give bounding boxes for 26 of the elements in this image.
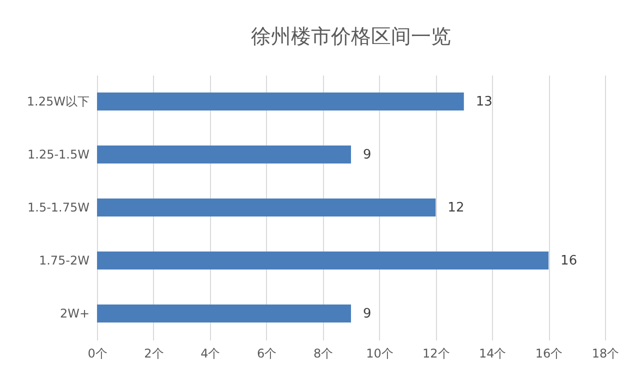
bar — [97, 304, 351, 323]
data-label: 9 — [363, 148, 372, 162]
y-tick-label: 1.25-1.5W — [28, 148, 90, 162]
x-tick-label: 6个 — [257, 346, 277, 360]
y-tick-label: 2W+ — [60, 306, 90, 320]
y-tick-label: 1.75-2W — [38, 254, 90, 268]
x-tick-label: 14个 — [478, 346, 506, 360]
bar — [97, 92, 464, 111]
bar — [97, 251, 549, 270]
x-tick-label: 16个 — [535, 346, 563, 360]
data-label: 12 — [448, 200, 464, 216]
x-tick-label: 0个 — [88, 346, 108, 360]
bar — [97, 145, 351, 164]
y-tick-label: 1.25W以下 — [26, 94, 90, 108]
bar — [97, 198, 436, 217]
x-tick-label: 18个 — [592, 346, 620, 360]
x-tick-label: 2个 — [144, 346, 164, 360]
data-label: 9 — [363, 306, 372, 322]
chart-title: 徐州楼市价格区间一览 — [251, 24, 451, 48]
x-tick-label: 4个 — [200, 346, 220, 360]
data-label: 16 — [560, 254, 578, 268]
y-tick-label: 1.5-1.75W — [28, 200, 90, 214]
data-label: 13 — [476, 94, 492, 110]
x-tick-label: 10个 — [366, 346, 394, 360]
x-tick-label: 12个 — [422, 346, 450, 360]
x-tick-label: 8个 — [313, 346, 334, 360]
